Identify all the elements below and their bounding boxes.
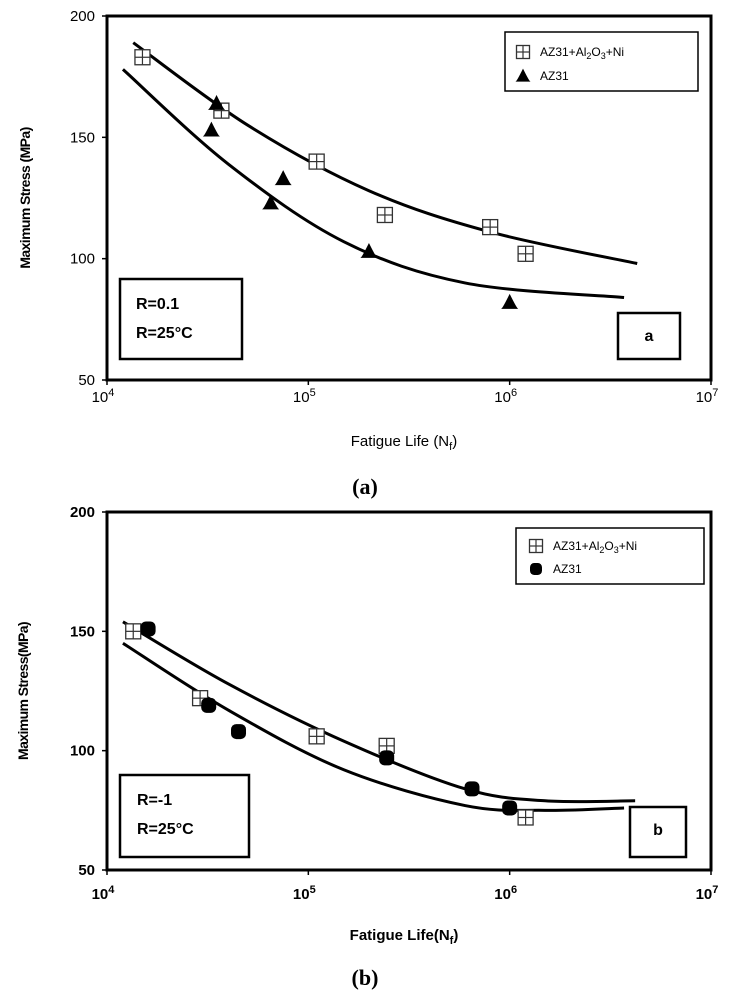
y-tick-label: 150 <box>70 623 95 640</box>
legend-marker-composite <box>528 538 544 554</box>
conditions-box <box>118 277 244 361</box>
data-point-composite <box>125 623 142 640</box>
legend-entry: AZ31 <box>540 69 569 83</box>
x-axis-label: Fatigue Life (Nf) <box>351 433 457 453</box>
y-tick-label: 100 <box>70 251 95 268</box>
data-point-composite <box>308 728 325 745</box>
x-tick-label: 107 <box>696 387 719 406</box>
x-tick-label: 105 <box>293 884 316 903</box>
data-point-az31 <box>501 293 519 309</box>
data-point-az31 <box>464 781 480 797</box>
legend-marker-az31 <box>515 68 531 82</box>
y-tick-label: 200 <box>70 8 95 25</box>
data-point-az31 <box>360 242 378 258</box>
data-point-az31 <box>262 194 280 210</box>
y-tick-label: 50 <box>78 372 95 389</box>
data-point-composite <box>482 218 499 236</box>
panel-tag-label: a <box>645 328 654 345</box>
x-tick-label: 107 <box>696 884 719 903</box>
x-tick-label: 106 <box>494 387 517 406</box>
x-tick-label: 106 <box>494 884 517 903</box>
fit-curve-az31 <box>121 68 625 299</box>
legend-entry: AZ31 <box>553 562 582 576</box>
panel-tag-label: b <box>653 822 663 839</box>
data-point-az31 <box>379 750 395 766</box>
figure-caption-a: (a) <box>352 474 378 499</box>
x-tick-label: 104 <box>92 387 115 406</box>
y-axis-label: Maximum Stress (MPa) <box>17 127 33 268</box>
data-point-az31 <box>140 621 156 637</box>
y-tick-label: 150 <box>70 129 95 146</box>
y-tick-label: 100 <box>70 743 95 760</box>
y-tick-label: 200 <box>70 504 95 521</box>
temperature-label: R=25°C <box>136 325 193 342</box>
stress-ratio-label: R=0.1 <box>136 296 179 313</box>
legend-box <box>504 31 699 92</box>
plot-frame <box>105 510 713 872</box>
data-point-composite <box>134 49 151 66</box>
data-point-composite <box>517 245 534 262</box>
fit-curve-composite <box>132 41 638 265</box>
x-tick-label: 104 <box>92 884 116 903</box>
legend-box <box>515 527 705 585</box>
legend-marker-az31 <box>530 563 542 575</box>
stress-ratio-label: R=-1 <box>137 792 172 809</box>
chart-panel-a: 50 100 150 200 104 105 106 107 Fatigue Life (Nf)… <box>17 8 718 453</box>
plot-frame <box>105 14 713 382</box>
data-point-az31 <box>502 800 518 816</box>
data-point-az31 <box>208 94 226 110</box>
legend-entry: AZ31+Al2O3+Ni <box>540 45 624 61</box>
panel-tag-box <box>616 311 682 361</box>
temperature-label: R=25°C <box>137 821 194 838</box>
chart-panel-b: 50 100 150 200 104 105 106 107 Fatigue Life(Nf) M… <box>15 504 718 947</box>
legend-entry: AZ31+Al2O3+Ni <box>553 539 637 555</box>
y-tick-label: 50 <box>78 862 95 879</box>
x-tick-label: 105 <box>293 387 316 406</box>
figure-caption-b: (b) <box>352 965 379 990</box>
data-point-composite <box>517 809 534 826</box>
data-point-az31 <box>201 697 217 713</box>
data-point-az31 <box>274 170 292 186</box>
panel-tag-box <box>628 805 688 859</box>
conditions-box <box>118 773 251 859</box>
data-point-composite <box>308 153 325 170</box>
y-axis-label: Maximum Stress(MPa) <box>15 622 31 760</box>
legend-marker-composite <box>515 44 531 60</box>
data-point-az31 <box>231 724 247 740</box>
data-point-az31 <box>202 121 220 137</box>
data-point-composite <box>376 206 394 224</box>
x-axis-label: Fatigue Life(Nf) <box>350 927 459 947</box>
